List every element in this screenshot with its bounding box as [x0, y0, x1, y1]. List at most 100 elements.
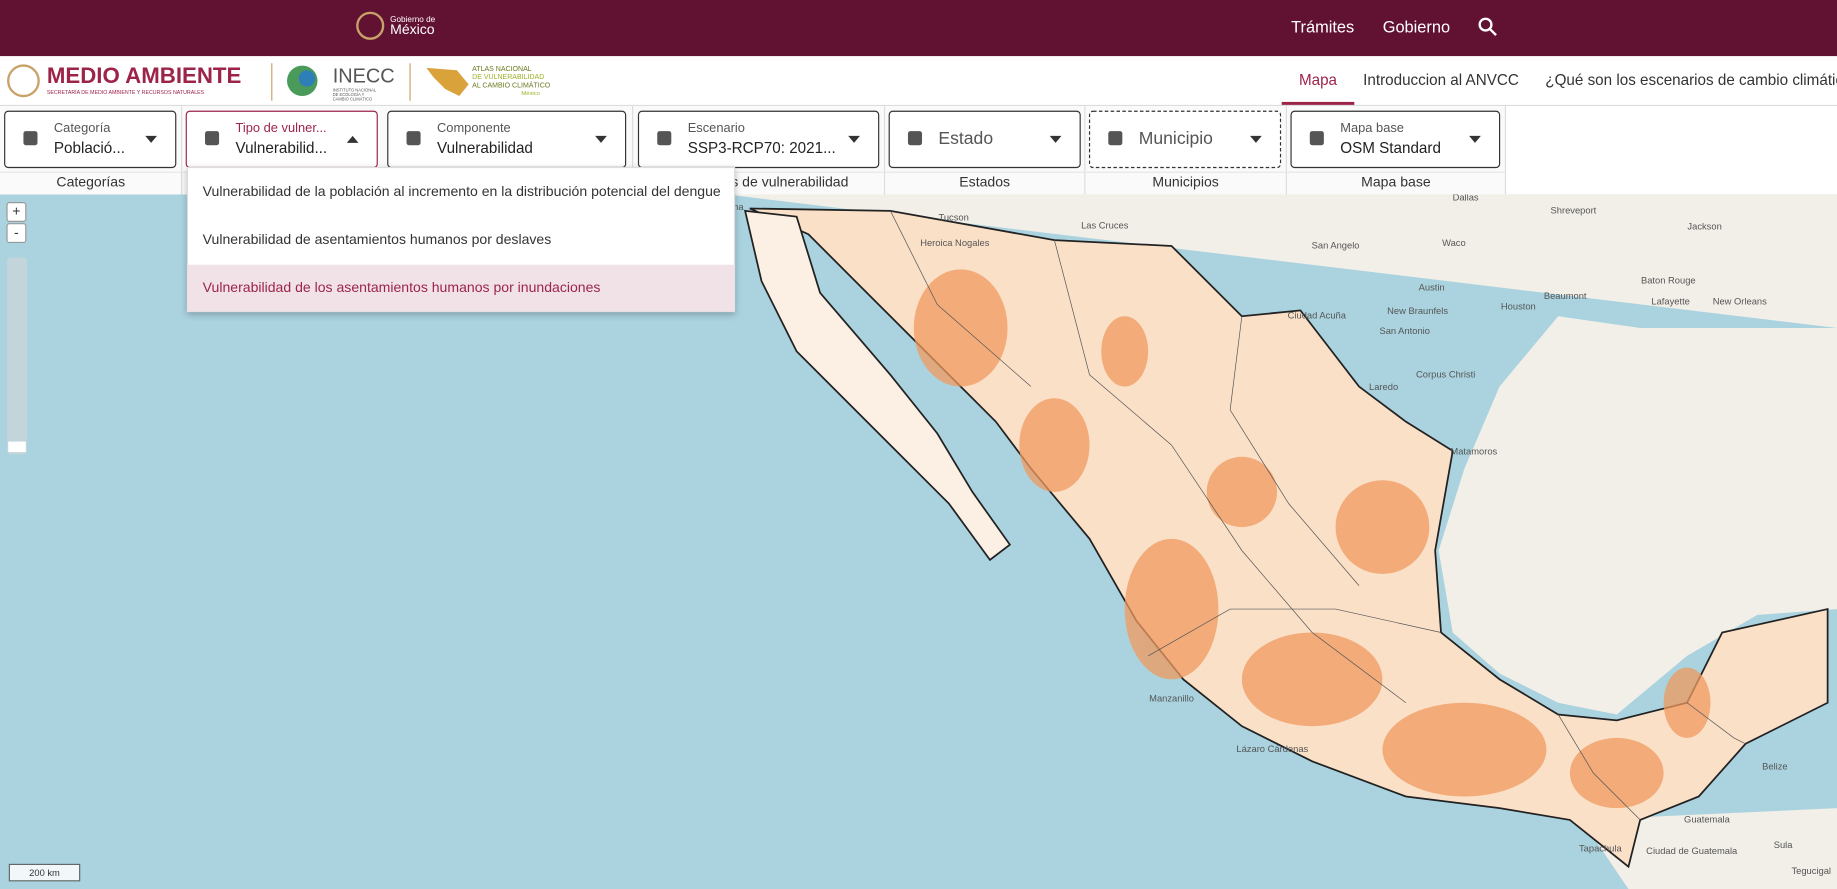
- scale-bar: [8, 863, 81, 882]
- place-label: Baton Rouge: [1641, 276, 1696, 286]
- filter-placeholder[interactable]: Municipio: [1139, 128, 1213, 148]
- scale-label: 200 km: [29, 868, 60, 878]
- place-label: Tegucigal: [1791, 866, 1831, 876]
- place-label: Jackson: [1687, 222, 1721, 232]
- nav-active-indicator: [1281, 101, 1355, 106]
- filter-value[interactable]: Vulnerabilid...: [235, 140, 327, 157]
- top-link[interactable]: Gobierno: [1383, 18, 1450, 36]
- mexico-mainland: [749, 207, 1829, 869]
- place-label: Guatemala: [1684, 814, 1731, 824]
- nav-link[interactable]: Introduccion al ANVCC: [1363, 72, 1519, 89]
- dropdown-option[interactable]: Vulnerabilidad de la población al increm…: [203, 183, 721, 199]
- dropdown-option[interactable]: Vulnerabilidad de asentamientos humanos …: [203, 231, 552, 247]
- place-label: Ciudad de Guatemala: [1646, 846, 1738, 856]
- place-label: Austin: [1419, 283, 1445, 293]
- filter-value[interactable]: SSP3-RCP70: 2021...: [688, 140, 836, 157]
- place-label: Beaumont: [1544, 291, 1587, 301]
- place-label: San Antonio: [1379, 326, 1429, 336]
- filter-icon: [907, 131, 923, 146]
- state-borders: [890, 210, 1746, 821]
- gov-emblem: [356, 11, 385, 40]
- atlas-text: ATLAS NACIONAL: [472, 66, 532, 73]
- place-label: Shreveport: [1550, 205, 1596, 215]
- place-label: New Orleans: [1713, 297, 1767, 307]
- filter-icon: [23, 131, 38, 146]
- filter-placeholder[interactable]: Estado: [938, 128, 993, 148]
- dropdown-arrow[interactable]: [1049, 135, 1062, 143]
- zoom-in-button[interactable]: [6, 202, 27, 222]
- filter-label[interactable]: Tipo de vulner...: [235, 120, 326, 135]
- group-label: Estados: [959, 173, 1010, 189]
- dropdown-arrow[interactable]: [1250, 135, 1262, 143]
- dropdown-arrow[interactable]: [346, 135, 359, 143]
- semarnat-emblem: [7, 64, 40, 98]
- place-label: Heroica Nogales: [920, 238, 990, 248]
- place-label: Waco: [1442, 238, 1466, 248]
- place-label: Matamoros: [1450, 447, 1497, 457]
- inecc-emblem-inner: [298, 70, 316, 87]
- place-labels: ana Tucson Heroica Nogales Las Cruces Dallas…: [728, 192, 1831, 875]
- dropdown-option-highlight: [187, 264, 735, 312]
- filter-label[interactable]: Categoría: [54, 120, 111, 135]
- filter-select[interactable]: [4, 110, 177, 169]
- dropdown-arrow[interactable]: [595, 135, 607, 143]
- filter-label[interactable]: Escenario: [688, 120, 745, 135]
- filter-select[interactable]: [888, 110, 1081, 169]
- place-label: Manzanillo: [1149, 694, 1194, 704]
- filter-value[interactable]: OSM Standard: [1340, 140, 1441, 157]
- place-label: Lázaro Cárdenas: [1236, 744, 1308, 754]
- map-land-north: [726, 194, 1837, 715]
- baja-california: [743, 209, 1012, 562]
- search-icon[interactable]: [1478, 17, 1497, 36]
- place-label: Belize: [1762, 762, 1788, 772]
- filter-icon: [205, 131, 220, 146]
- dropdown-arrow[interactable]: [1469, 135, 1481, 143]
- atlas-text: AL CAMBIO CLIMÁTICO: [472, 80, 551, 89]
- place-label: Laredo: [1369, 382, 1398, 392]
- filter-select[interactable]: [637, 110, 880, 169]
- inecc-title: INECC: [333, 66, 395, 88]
- place-label: Corpus Christi: [1416, 369, 1475, 379]
- filter-label[interactable]: Componente: [437, 120, 511, 135]
- inecc-subtitle: INSTITUTO NACIONAL: [333, 87, 377, 92]
- filter-icon: [657, 131, 672, 146]
- place-label: Tucson: [938, 212, 968, 222]
- zoom-slider-thumb[interactable]: [8, 441, 26, 453]
- zoom-in-label[interactable]: +: [12, 203, 20, 219]
- atlas-text: México: [521, 91, 540, 97]
- top-link[interactable]: Trámites: [1291, 18, 1354, 36]
- group-label: Municipios: [1152, 173, 1218, 189]
- zoom-out-button[interactable]: [6, 223, 27, 244]
- atlas-map-icon: [426, 67, 469, 97]
- place-label: Dallas: [1453, 192, 1479, 202]
- filter-label[interactable]: Mapa base: [1340, 120, 1404, 135]
- place-label: San Angelo: [1312, 240, 1360, 250]
- map-land-south: [1581, 808, 1837, 889]
- filter-icon: [406, 131, 421, 146]
- place-label: New Braunfels: [1387, 306, 1448, 316]
- filter-select[interactable]: [1290, 110, 1501, 169]
- group-label: Mapa base: [1361, 173, 1431, 189]
- zoom-slider[interactable]: [7, 257, 27, 455]
- filter-icon: [1309, 131, 1324, 146]
- filter-select[interactable]: [1088, 110, 1282, 169]
- nav-link-active[interactable]: Mapa: [1299, 72, 1338, 89]
- place-label: Las Cruces: [1081, 221, 1129, 231]
- filter-value[interactable]: Vulnerabilidad: [437, 140, 533, 157]
- place-label: Ciudad Acuña: [1288, 311, 1347, 321]
- dropdown-option[interactable]: Vulnerabilidad de los asentamientos huma…: [203, 279, 601, 295]
- group-label: Categorías: [56, 173, 125, 189]
- dropdown-arrow[interactable]: [145, 135, 157, 143]
- place-label: Sula: [1774, 840, 1794, 850]
- filter-value[interactable]: Població...: [54, 140, 125, 157]
- gov-logo-line2[interactable]: México: [390, 21, 435, 37]
- semarnat-subtitle: SECRETARÍA DE MEDIO AMBIENTE Y RECURSOS …: [47, 89, 205, 96]
- nav-link[interactable]: ¿Qué son los escenarios de cambio climát…: [1545, 72, 1837, 89]
- dropdown-arrow[interactable]: [848, 135, 860, 143]
- gov-logo-line1[interactable]: Gobierno de: [390, 15, 436, 24]
- atlas-text: DE VULNERABILIDAD: [472, 74, 544, 81]
- zoom-out-label[interactable]: -: [14, 224, 19, 240]
